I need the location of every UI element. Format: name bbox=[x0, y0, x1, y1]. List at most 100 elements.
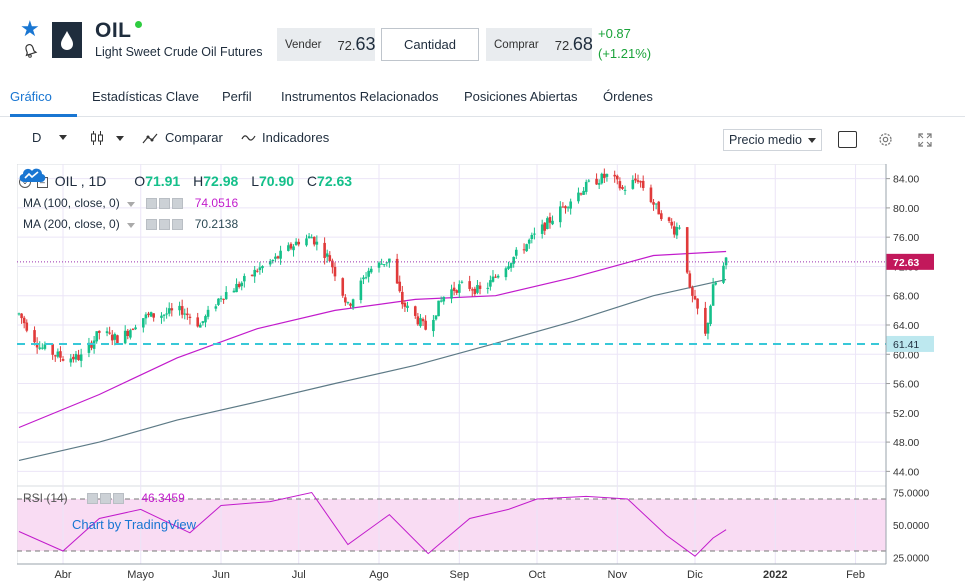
candle-body bbox=[403, 302, 407, 307]
last-price-label: 72.63 bbox=[893, 257, 919, 269]
candle-body bbox=[323, 242, 326, 258]
visibility-eye-icon[interactable] bbox=[146, 219, 158, 231]
y-axis-tick-label: 60.00 bbox=[893, 349, 919, 361]
candle-body bbox=[268, 261, 272, 265]
x-axis-tick-label: 2022 bbox=[763, 569, 787, 581]
tab-instrumentos-relacionados[interactable]: Instrumentos Relacionados bbox=[281, 89, 439, 104]
settings-icon[interactable] bbox=[159, 219, 171, 231]
open-value: 71.91 bbox=[145, 173, 181, 189]
tab-perfil[interactable]: Perfil bbox=[222, 89, 252, 104]
candle-body bbox=[657, 201, 661, 215]
candle-body bbox=[618, 181, 622, 189]
x-axis-tick-label: Abr bbox=[54, 569, 71, 581]
favorite-star-icon[interactable]: ★ bbox=[20, 16, 40, 41]
candle-body bbox=[237, 283, 241, 288]
buy-price-pips: 68 bbox=[572, 34, 593, 54]
x-axis-tick-label: Dic bbox=[687, 569, 703, 581]
buy-button[interactable]: Comprar 72. 68 bbox=[486, 28, 593, 61]
low-label: L bbox=[251, 173, 259, 189]
candle-body bbox=[652, 202, 655, 205]
sell-button[interactable]: Vender 72. 63 bbox=[277, 28, 376, 61]
candle-body bbox=[388, 258, 391, 263]
candle-body bbox=[566, 207, 570, 209]
tab-ordenes[interactable]: Órdenes bbox=[603, 89, 653, 104]
visibility-eye-icon[interactable] bbox=[146, 198, 158, 210]
last-price-badge bbox=[886, 253, 934, 270]
candle-body bbox=[217, 298, 220, 305]
candle-body bbox=[724, 257, 728, 266]
y-axis-tick-label: 76.00 bbox=[893, 232, 919, 244]
price-chart[interactable]: Abr Mayo Jun Jul Ago Sep Oct Nov Dic 2022 Feb 84.00… bbox=[17, 164, 965, 584]
candle-body bbox=[470, 289, 474, 291]
candle-body bbox=[59, 351, 62, 358]
close-value: 72.63 bbox=[317, 173, 353, 189]
candle-body bbox=[41, 347, 44, 349]
candle-body bbox=[634, 178, 637, 181]
candle-body bbox=[87, 342, 91, 353]
price-chart-canvas[interactable]: Abr Mayo Jun Jul Ago Sep Oct Nov Dic 2022 Feb 84.00… bbox=[17, 164, 965, 584]
price-change-abs: +0.87 bbox=[598, 26, 631, 41]
candle-body bbox=[224, 292, 228, 300]
tab-grafico[interactable]: Gráfico bbox=[10, 89, 52, 104]
chart-type-select[interactable] bbox=[90, 130, 124, 146]
candle-body bbox=[434, 315, 438, 320]
candle-body bbox=[346, 302, 350, 304]
ma100-legend: MA (100, close, 0) 74.0516 bbox=[23, 196, 238, 210]
tradingview-branding-link[interactable]: Chart by TradingView bbox=[72, 517, 197, 532]
chevron-down-icon[interactable] bbox=[127, 223, 136, 228]
candle-body bbox=[53, 355, 57, 357]
candle-body bbox=[51, 344, 54, 355]
rsi-axis-tick-label: 50.0000 bbox=[893, 521, 930, 532]
price-type-select[interactable]: Precio medio bbox=[723, 129, 822, 151]
candle-body bbox=[289, 243, 293, 249]
candle-body bbox=[123, 330, 127, 344]
remove-icon[interactable] bbox=[113, 493, 125, 505]
candle-body bbox=[696, 298, 699, 309]
candle-body bbox=[564, 206, 567, 209]
candle-body bbox=[398, 281, 402, 292]
high-label: H bbox=[193, 173, 204, 189]
candle-body bbox=[95, 331, 98, 342]
price-change-pct: (+1.21%) bbox=[598, 46, 652, 61]
candle-body bbox=[639, 181, 642, 183]
tradingview-cloud-icon[interactable] bbox=[17, 164, 47, 184]
settings-icon[interactable] bbox=[159, 198, 171, 210]
indicators-button[interactable]: Indicadores bbox=[241, 130, 329, 145]
remove-icon[interactable] bbox=[172, 198, 184, 210]
candle-body bbox=[235, 283, 238, 293]
price-type-value: Precio medio bbox=[729, 133, 802, 147]
fullscreen-box-icon[interactable] bbox=[838, 131, 857, 148]
candle-body bbox=[577, 192, 580, 202]
tab-estadisticas-clave[interactable]: Estadísticas Clave bbox=[92, 89, 199, 104]
candle-body bbox=[287, 245, 290, 251]
remove-icon[interactable] bbox=[172, 219, 184, 231]
candle-body bbox=[654, 203, 658, 205]
rsi-value: 46.3459 bbox=[141, 491, 185, 505]
settings-gear-icon[interactable] bbox=[877, 131, 894, 148]
expand-icon[interactable] bbox=[918, 133, 932, 147]
price-alert-bell-icon[interactable] bbox=[22, 42, 38, 58]
candle-body bbox=[297, 241, 301, 245]
chevron-down-icon bbox=[807, 137, 816, 143]
legend-title: OIL , 1D bbox=[54, 173, 107, 189]
x-axis-tick-label: Ago bbox=[369, 569, 389, 581]
ma100-line bbox=[18, 250, 727, 429]
y-axis-tick-label: 52.00 bbox=[893, 408, 919, 420]
candle-body bbox=[344, 297, 347, 303]
x-axis-tick-label: Mayo bbox=[127, 569, 154, 581]
ma200-label: MA (200, close, 0) bbox=[23, 217, 120, 231]
tab-posiciones-abiertas[interactable]: Posiciones Abiertas bbox=[464, 89, 578, 104]
chevron-down-icon[interactable] bbox=[127, 202, 136, 207]
quantity-input[interactable]: Cantidad bbox=[381, 28, 479, 61]
settings-icon[interactable] bbox=[100, 493, 112, 505]
candle-body bbox=[331, 260, 334, 268]
candle-body bbox=[631, 179, 635, 189]
interval-select[interactable]: D bbox=[32, 130, 68, 145]
compare-button[interactable]: Comparar bbox=[142, 130, 223, 145]
candle-body bbox=[605, 174, 609, 177]
candle-body bbox=[105, 331, 109, 334]
candle-body bbox=[113, 334, 117, 340]
compare-icon bbox=[142, 133, 158, 143]
visibility-eye-icon[interactable] bbox=[87, 493, 99, 505]
oil-barrel-icon bbox=[52, 22, 82, 58]
